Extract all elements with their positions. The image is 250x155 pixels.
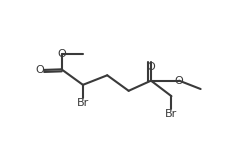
Text: Br: Br bbox=[76, 98, 89, 108]
Text: Br: Br bbox=[165, 109, 177, 119]
Text: O: O bbox=[57, 49, 66, 59]
Text: O: O bbox=[146, 62, 155, 72]
Text: O: O bbox=[174, 76, 183, 86]
Text: O: O bbox=[35, 65, 44, 75]
